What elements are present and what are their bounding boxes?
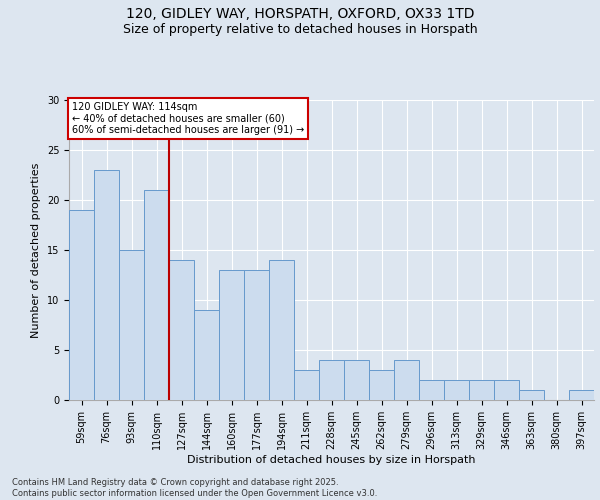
Text: 120, GIDLEY WAY, HORSPATH, OXFORD, OX33 1TD: 120, GIDLEY WAY, HORSPATH, OXFORD, OX33 … bbox=[126, 8, 474, 22]
Text: 120 GIDLEY WAY: 114sqm
← 40% of detached houses are smaller (60)
60% of semi-det: 120 GIDLEY WAY: 114sqm ← 40% of detached… bbox=[71, 102, 304, 134]
Text: Size of property relative to detached houses in Horspath: Size of property relative to detached ho… bbox=[122, 22, 478, 36]
Bar bbox=[194, 310, 219, 400]
Bar bbox=[419, 380, 444, 400]
Y-axis label: Number of detached properties: Number of detached properties bbox=[31, 162, 41, 338]
Bar bbox=[244, 270, 269, 400]
Bar bbox=[469, 380, 494, 400]
Bar bbox=[294, 370, 319, 400]
Bar bbox=[69, 210, 94, 400]
Bar bbox=[569, 390, 594, 400]
Text: Contains HM Land Registry data © Crown copyright and database right 2025.
Contai: Contains HM Land Registry data © Crown c… bbox=[12, 478, 377, 498]
Bar bbox=[169, 260, 194, 400]
Bar bbox=[369, 370, 394, 400]
Bar bbox=[519, 390, 544, 400]
Bar bbox=[119, 250, 144, 400]
Bar bbox=[144, 190, 169, 400]
Bar bbox=[219, 270, 244, 400]
Bar bbox=[94, 170, 119, 400]
Bar bbox=[444, 380, 469, 400]
Bar bbox=[269, 260, 294, 400]
Bar bbox=[494, 380, 519, 400]
Bar bbox=[394, 360, 419, 400]
Bar bbox=[344, 360, 369, 400]
Bar bbox=[319, 360, 344, 400]
X-axis label: Distribution of detached houses by size in Horspath: Distribution of detached houses by size … bbox=[187, 454, 476, 464]
